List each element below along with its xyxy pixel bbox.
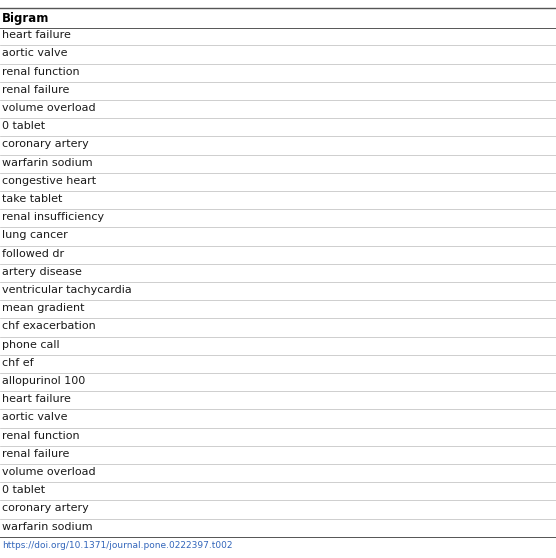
- Text: coronary artery: coronary artery: [2, 140, 89, 150]
- Text: renal insufficiency: renal insufficiency: [2, 212, 104, 222]
- Text: heart failure: heart failure: [2, 394, 71, 404]
- Text: congestive heart: congestive heart: [2, 176, 96, 186]
- Text: Bigram: Bigram: [2, 12, 49, 25]
- Text: phone call: phone call: [2, 340, 59, 350]
- Text: ventricular tachycardia: ventricular tachycardia: [2, 285, 132, 295]
- Text: aortic valve: aortic valve: [2, 49, 67, 59]
- Text: mean gradient: mean gradient: [2, 303, 85, 313]
- Text: coronary artery: coronary artery: [2, 503, 89, 513]
- Text: warfarin sodium: warfarin sodium: [2, 522, 93, 532]
- Text: heart failure: heart failure: [2, 30, 71, 40]
- Text: renal failure: renal failure: [2, 85, 70, 95]
- Text: lung cancer: lung cancer: [2, 230, 68, 240]
- Text: volume overload: volume overload: [2, 467, 96, 477]
- Text: allopurinol 100: allopurinol 100: [2, 376, 85, 386]
- Text: renal failure: renal failure: [2, 449, 70, 459]
- Text: volume overload: volume overload: [2, 103, 96, 113]
- Text: renal function: renal function: [2, 66, 80, 76]
- Text: chf ef: chf ef: [2, 358, 33, 368]
- Text: 0 tablet: 0 tablet: [2, 121, 45, 131]
- Text: https://doi.org/10.1371/journal.pone.0222397.t002: https://doi.org/10.1371/journal.pone.022…: [2, 541, 232, 550]
- Text: warfarin sodium: warfarin sodium: [2, 157, 93, 167]
- Text: followed dr: followed dr: [2, 249, 64, 258]
- Text: chf exacerbation: chf exacerbation: [2, 321, 96, 331]
- Text: 0 tablet: 0 tablet: [2, 485, 45, 495]
- Text: aortic valve: aortic valve: [2, 412, 67, 422]
- Text: artery disease: artery disease: [2, 267, 82, 277]
- Text: renal function: renal function: [2, 431, 80, 441]
- Text: take tablet: take tablet: [2, 194, 62, 204]
